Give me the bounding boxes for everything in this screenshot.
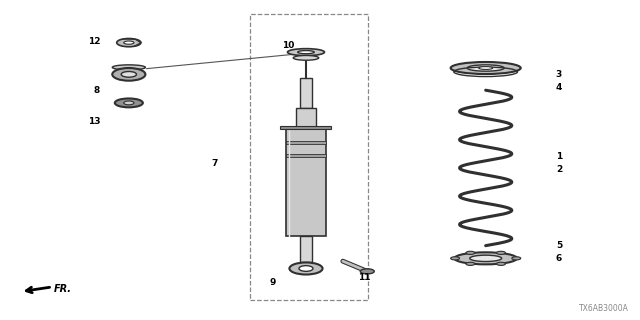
Bar: [285, 141, 326, 144]
Bar: [300, 236, 312, 261]
Ellipse shape: [360, 269, 374, 274]
Ellipse shape: [454, 252, 517, 264]
Text: 13: 13: [88, 117, 100, 126]
Ellipse shape: [497, 262, 506, 265]
Ellipse shape: [112, 68, 145, 81]
Bar: [250, 14, 368, 300]
Ellipse shape: [289, 262, 323, 275]
Text: 2: 2: [556, 165, 562, 174]
Bar: [300, 77, 312, 108]
Ellipse shape: [124, 101, 134, 105]
Ellipse shape: [467, 65, 504, 71]
Ellipse shape: [287, 49, 324, 56]
Text: 7: 7: [212, 159, 218, 168]
Ellipse shape: [124, 41, 134, 44]
Ellipse shape: [121, 71, 136, 77]
Ellipse shape: [497, 251, 506, 254]
Text: 1: 1: [556, 152, 562, 161]
Text: 12: 12: [88, 36, 100, 45]
Text: 11: 11: [358, 273, 371, 282]
Ellipse shape: [451, 62, 521, 74]
Bar: [285, 154, 326, 157]
Text: 4: 4: [556, 83, 562, 92]
Text: 3: 3: [556, 70, 562, 79]
Ellipse shape: [115, 99, 143, 107]
Ellipse shape: [512, 257, 521, 260]
Bar: [296, 108, 316, 127]
Ellipse shape: [479, 67, 493, 69]
Bar: [285, 129, 326, 236]
Text: 10: 10: [282, 41, 294, 50]
Text: 5: 5: [556, 241, 562, 250]
Ellipse shape: [112, 65, 145, 70]
Ellipse shape: [451, 257, 460, 260]
Ellipse shape: [298, 51, 314, 54]
Ellipse shape: [299, 266, 313, 271]
Ellipse shape: [470, 255, 502, 261]
Bar: [280, 126, 332, 129]
Text: FR.: FR.: [54, 284, 72, 294]
Ellipse shape: [116, 38, 141, 47]
Ellipse shape: [293, 55, 319, 60]
Ellipse shape: [466, 251, 475, 254]
Ellipse shape: [466, 262, 475, 265]
Text: 9: 9: [269, 278, 275, 287]
Text: TX6AB3000A: TX6AB3000A: [579, 304, 629, 313]
Text: 8: 8: [94, 86, 100, 95]
Text: 6: 6: [556, 254, 562, 263]
